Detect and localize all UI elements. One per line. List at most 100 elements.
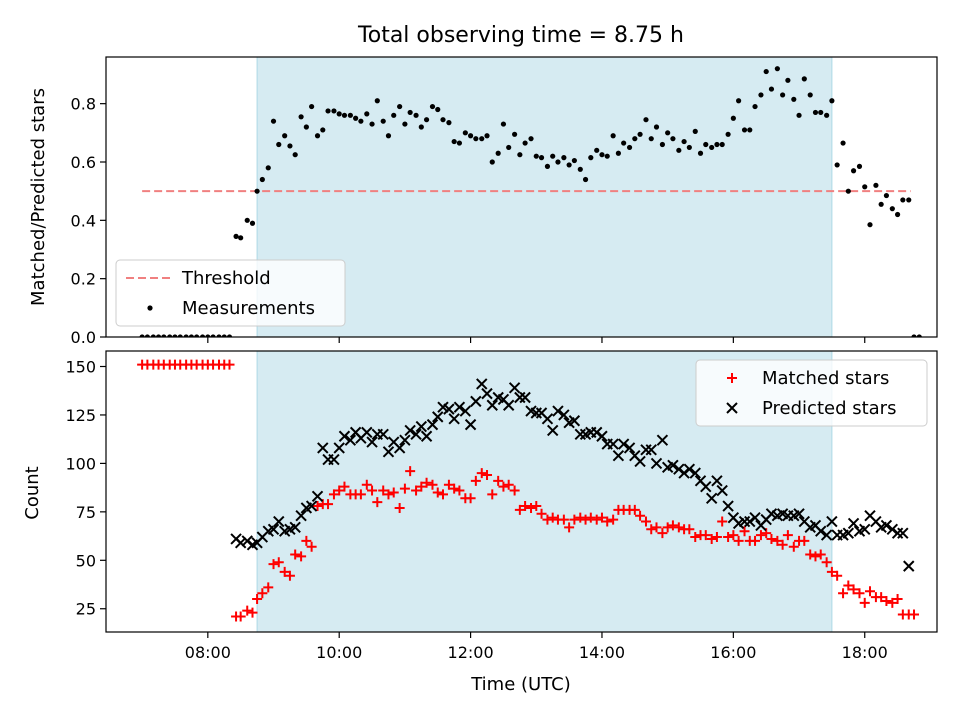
data-point	[500, 121, 507, 127]
data-point	[684, 524, 695, 535]
data-point	[242, 605, 253, 616]
data-point	[467, 133, 474, 139]
data-point	[719, 141, 725, 148]
data-point	[331, 108, 337, 114]
data-point	[454, 485, 465, 496]
data-point	[887, 597, 898, 608]
data-point	[282, 133, 288, 139]
data-point	[284, 570, 295, 581]
data-point	[568, 415, 581, 427]
chart-title: Total observing time = 8.75 h	[357, 23, 684, 48]
data-point	[640, 516, 651, 527]
data-point	[459, 405, 472, 417]
data-point	[325, 108, 331, 114]
data-point	[199, 334, 206, 337]
y-tick-label: 0.4	[71, 211, 96, 230]
axes-frame	[105, 56, 938, 338]
data-point	[339, 481, 350, 492]
data-point	[610, 133, 616, 139]
data-point	[320, 127, 326, 133]
data-point	[233, 233, 239, 239]
data-point	[276, 141, 282, 148]
data-point	[161, 334, 167, 337]
data-point	[596, 430, 608, 442]
data-point	[763, 68, 769, 75]
data-point	[648, 136, 654, 142]
x-tick-label: 16:00	[710, 643, 756, 662]
series-measurements	[139, 66, 922, 337]
data-point	[205, 334, 211, 337]
data-point	[689, 467, 701, 479]
data-point	[216, 334, 222, 337]
data-point	[683, 463, 696, 475]
data-point	[832, 570, 843, 581]
legend: Matched stars Predicted stars	[695, 359, 928, 427]
data-point	[747, 127, 753, 133]
data-point	[577, 166, 583, 172]
data-point	[487, 489, 498, 500]
data-point	[437, 489, 448, 500]
data-point	[380, 118, 386, 124]
data-point	[820, 529, 833, 541]
data-point	[793, 508, 805, 520]
data-point	[333, 442, 345, 454]
data-point	[829, 98, 835, 104]
data-point	[449, 483, 460, 494]
data-point	[881, 595, 892, 606]
data-point	[900, 197, 906, 203]
data-point	[623, 442, 636, 454]
data-point	[617, 438, 630, 450]
data-point	[364, 111, 370, 117]
data-point	[296, 551, 307, 562]
data-point	[723, 532, 734, 543]
ratio-panel: 0.0 0.2 0.4 0.6 0.8 Threshold Measurements	[71, 56, 938, 347]
data-point	[561, 155, 567, 161]
data-point	[514, 504, 525, 515]
y-tick-label: 125	[65, 406, 96, 425]
y-tick-label: 0.2	[71, 270, 96, 289]
data-point	[850, 168, 857, 174]
data-point	[796, 112, 802, 118]
data-point	[635, 510, 646, 521]
data-point	[653, 124, 660, 130]
data-point	[810, 551, 821, 562]
data-point	[473, 136, 479, 142]
data-point	[725, 131, 731, 137]
data-point	[226, 334, 233, 337]
data-point	[314, 133, 321, 139]
legend: Threshold Measurements	[115, 259, 346, 327]
data-point	[358, 118, 364, 124]
data-point	[317, 442, 329, 454]
data-point	[456, 140, 463, 146]
data-layer	[137, 359, 920, 622]
legend-x-icon	[726, 402, 738, 414]
data-point	[818, 109, 824, 116]
data-point	[599, 152, 605, 158]
data-point	[383, 489, 394, 500]
data-point	[263, 582, 274, 593]
x-tick-label: 12:00	[448, 643, 494, 662]
data-point	[451, 138, 457, 145]
data-point	[402, 121, 408, 127]
data-point	[670, 136, 676, 142]
y-tick-label: 100	[65, 454, 96, 473]
data-point	[550, 153, 556, 159]
data-point	[705, 492, 718, 504]
data-point	[812, 109, 819, 116]
data-point	[355, 489, 366, 500]
data-point	[733, 535, 744, 546]
data-point	[443, 403, 455, 415]
data-point	[259, 176, 265, 183]
data-point	[270, 118, 277, 124]
data-point	[517, 152, 523, 158]
data-point	[453, 401, 466, 413]
data-point	[626, 144, 633, 151]
data-point	[194, 334, 200, 337]
data-point	[388, 487, 399, 498]
data-point	[465, 493, 476, 504]
data-point	[247, 607, 258, 618]
data-point	[309, 103, 315, 110]
data-point	[372, 497, 383, 508]
data-point	[847, 517, 860, 530]
